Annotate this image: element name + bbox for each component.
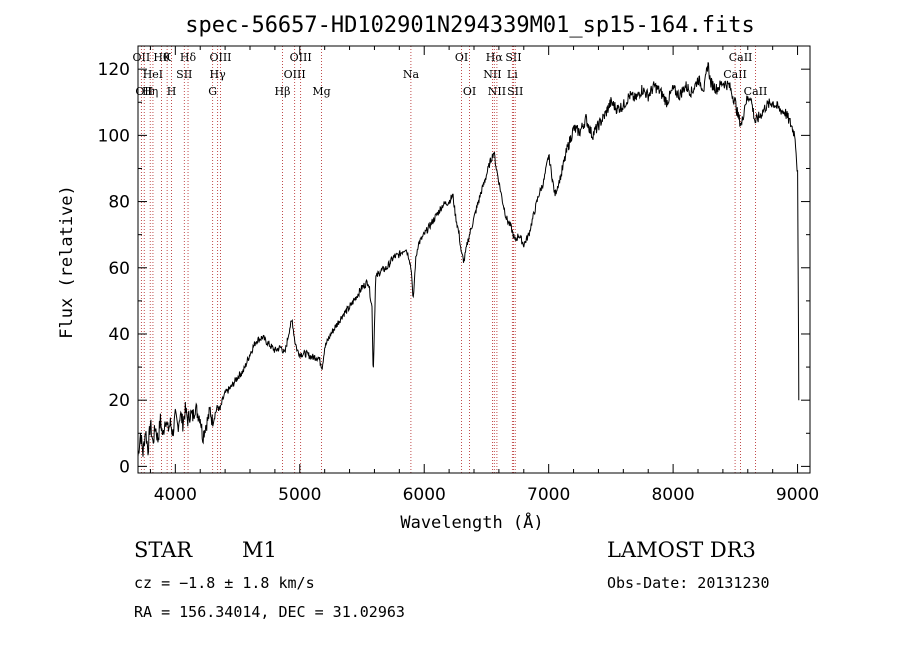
- x-tick-label-4: 8000: [651, 485, 694, 505]
- x-tick-label-5: 9000: [776, 485, 819, 505]
- line-label-14-top: OIII: [290, 51, 312, 64]
- line-label-15-bot: Mg: [312, 85, 330, 98]
- line-label-23-top: SII: [505, 51, 521, 64]
- line-label-9-bot: G: [208, 85, 217, 98]
- object-class: STAR: [134, 538, 193, 562]
- line-label-4-top: Hθ: [153, 51, 170, 64]
- line-label-19-mid: NII: [483, 68, 501, 81]
- line-label-11-top: OIII: [209, 51, 231, 64]
- y-tick-label-6: 120: [98, 60, 130, 80]
- observation-date: Obs-Date: 20131230: [607, 574, 770, 592]
- spectrum-chart: spec-56657-HD102901N294339M01_sp15-164.f…: [57, 13, 819, 533]
- chart-title: spec-56657-HD102901N294339M01_sp15-164.f…: [185, 13, 755, 38]
- line-label-6-bot: H: [167, 85, 177, 98]
- line-label-18-bot: OI: [463, 85, 476, 98]
- y-tick-label-2: 40: [108, 325, 130, 345]
- line-label-10-mid: Hγ: [210, 68, 227, 81]
- line-label-2-bot: Hη: [142, 85, 158, 98]
- y-tick-label-4: 80: [108, 193, 130, 213]
- line-label-26-top: CaII: [729, 51, 753, 64]
- line-label-8-top: Hδ: [180, 51, 197, 64]
- x-tick-label-1: 5000: [278, 485, 321, 505]
- line-label-1-bot: OII: [135, 85, 153, 98]
- line-label-25-mid: CaII: [723, 68, 747, 81]
- line-label-27-bot: CaII: [744, 85, 768, 98]
- line-label-3-mid: HeI: [143, 68, 163, 81]
- spectrum-line: [137, 62, 800, 457]
- x-axis-label: Wavelength (Å): [400, 511, 543, 533]
- line-label-7-mid: SII: [176, 68, 192, 81]
- line-label-20-top: Hα: [486, 51, 504, 64]
- x-tick-label-0: 4000: [154, 485, 197, 505]
- y-tick-label-1: 20: [108, 391, 130, 411]
- line-label-21-bot: NII: [488, 85, 506, 98]
- y-axis-label: Flux (relative): [57, 185, 77, 339]
- redshift-velocity: cz = −1.8 ± 1.8 km/s: [134, 574, 315, 592]
- axis-ticks: 4000 5000 6000 7000 8000 9000 0 20 40 60 80 100 120: [98, 46, 819, 505]
- plot-frame: [137, 45, 811, 474]
- survey-name: LAMOST DR3: [607, 538, 756, 562]
- line-label-17-top: OI: [455, 51, 468, 64]
- x-tick-label-3: 7000: [527, 485, 570, 505]
- y-tick-label-5: 100: [98, 126, 130, 146]
- x-tick-label-2: 6000: [403, 485, 446, 505]
- object-subclass: M1: [242, 538, 277, 562]
- sky-coordinates: RA = 156.34014, DEC = 31.02963: [134, 603, 405, 621]
- line-label-5-top: K: [163, 51, 172, 64]
- y-tick-label-3: 60: [108, 259, 130, 279]
- line-label-16-mid: Na: [403, 68, 420, 81]
- line-label-12-bot: Hβ: [275, 85, 291, 98]
- y-tick-label-0: 0: [119, 457, 130, 477]
- line-label-22-mid: Li: [507, 68, 518, 81]
- line-label-0-top: OII: [133, 51, 151, 64]
- line-label-13-mid: OIII: [284, 68, 306, 81]
- line-label-24-bot: SII: [507, 85, 523, 98]
- line-marker-layer: OIIOIIHηHeIHθKHSIIHδGHγOIIIHβOIIIOIIIMgN…: [133, 46, 768, 473]
